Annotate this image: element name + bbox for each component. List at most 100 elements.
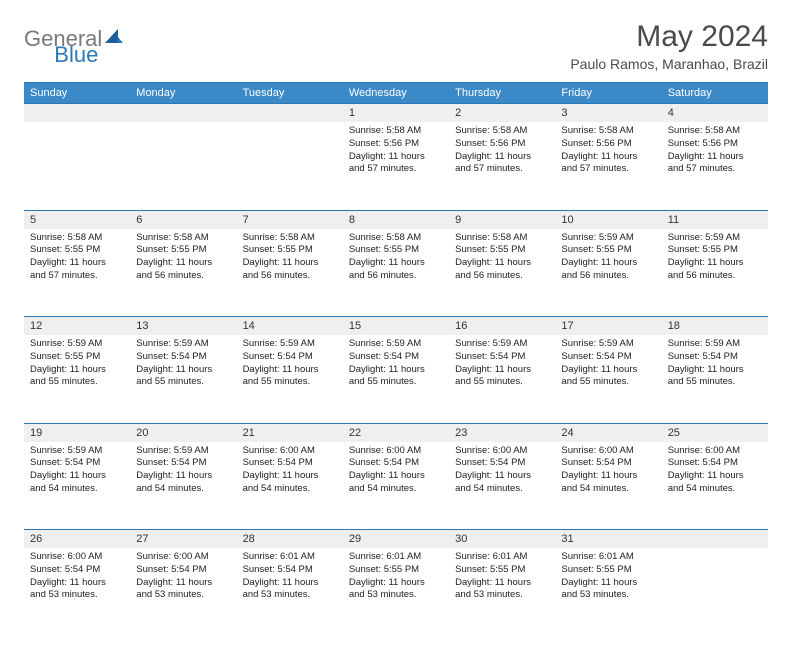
sunset-line: Sunset: 5:56 PM	[455, 138, 549, 151]
day-details: Sunrise: 5:58 AMSunset: 5:56 PMDaylight:…	[555, 122, 661, 182]
sunset-line: Sunset: 5:56 PM	[668, 138, 762, 151]
sunset-line: Sunset: 5:54 PM	[243, 564, 337, 577]
day-cell: Sunrise: 5:59 AMSunset: 5:54 PMDaylight:…	[237, 335, 343, 423]
sunrise-line: Sunrise: 5:59 AM	[561, 338, 655, 351]
day-number: 19	[24, 424, 130, 442]
day-number: 27	[130, 530, 236, 548]
sunrise-line: Sunrise: 5:58 AM	[349, 232, 443, 245]
sunrise-line: Sunrise: 6:01 AM	[455, 551, 549, 564]
day-number: 26	[24, 530, 130, 548]
day-cell: Sunrise: 5:58 AMSunset: 5:55 PMDaylight:…	[237, 229, 343, 317]
day-number: 18	[662, 317, 768, 335]
sunset-line: Sunset: 5:54 PM	[30, 457, 124, 470]
daylight-line: Daylight: 11 hours and 53 minutes.	[30, 577, 124, 603]
day-number: 3	[555, 104, 661, 122]
day-details: Sunrise: 5:58 AMSunset: 5:55 PMDaylight:…	[343, 229, 449, 289]
day-cell: Sunrise: 5:59 AMSunset: 5:54 PMDaylight:…	[130, 335, 236, 423]
header: General Blue May 2024 Paulo Ramos, Maran…	[24, 20, 768, 72]
daylight-line: Daylight: 11 hours and 56 minutes.	[243, 257, 337, 283]
daylight-line: Daylight: 11 hours and 54 minutes.	[455, 470, 549, 496]
logo-text-2: Blue	[54, 42, 98, 68]
day-cell: Sunrise: 5:58 AMSunset: 5:55 PMDaylight:…	[130, 229, 236, 317]
day-number: 22	[343, 424, 449, 442]
day-cell: Sunrise: 6:00 AMSunset: 5:54 PMDaylight:…	[24, 548, 130, 636]
day-details: Sunrise: 6:01 AMSunset: 5:55 PMDaylight:…	[343, 548, 449, 608]
day-details: Sunrise: 6:00 AMSunset: 5:54 PMDaylight:…	[130, 548, 236, 608]
day-details: Sunrise: 5:59 AMSunset: 5:54 PMDaylight:…	[237, 335, 343, 395]
sunset-line: Sunset: 5:55 PM	[455, 564, 549, 577]
sunrise-line: Sunrise: 6:00 AM	[136, 551, 230, 564]
sunrise-line: Sunrise: 5:58 AM	[349, 125, 443, 138]
sunset-line: Sunset: 5:55 PM	[136, 244, 230, 257]
day-cell: Sunrise: 6:00 AMSunset: 5:54 PMDaylight:…	[237, 442, 343, 530]
day-cell: Sunrise: 6:00 AMSunset: 5:54 PMDaylight:…	[130, 548, 236, 636]
day-cell: Sunrise: 5:58 AMSunset: 5:55 PMDaylight:…	[449, 229, 555, 317]
day-number: 15	[343, 317, 449, 335]
sunrise-line: Sunrise: 6:00 AM	[30, 551, 124, 564]
daylight-line: Daylight: 11 hours and 57 minutes.	[668, 151, 762, 177]
sunset-line: Sunset: 5:55 PM	[561, 564, 655, 577]
week-row: Sunrise: 5:58 AMSunset: 5:55 PMDaylight:…	[24, 229, 768, 317]
sunset-line: Sunset: 5:54 PM	[136, 457, 230, 470]
day-number	[237, 104, 343, 110]
sunset-line: Sunset: 5:54 PM	[136, 351, 230, 364]
day-cell	[24, 122, 130, 210]
day-cell: Sunrise: 5:58 AMSunset: 5:56 PMDaylight:…	[449, 122, 555, 210]
sunset-line: Sunset: 5:55 PM	[30, 244, 124, 257]
sunrise-line: Sunrise: 5:59 AM	[30, 338, 124, 351]
daylight-line: Daylight: 11 hours and 53 minutes.	[243, 577, 337, 603]
day-number: 28	[237, 530, 343, 548]
weekday-header: Saturday	[662, 83, 768, 104]
sunset-line: Sunset: 5:55 PM	[561, 244, 655, 257]
day-details: Sunrise: 5:59 AMSunset: 5:54 PMDaylight:…	[449, 335, 555, 395]
daylight-line: Daylight: 11 hours and 57 minutes.	[561, 151, 655, 177]
daylight-line: Daylight: 11 hours and 56 minutes.	[455, 257, 549, 283]
day-details: Sunrise: 6:00 AMSunset: 5:54 PMDaylight:…	[237, 442, 343, 502]
day-cell: Sunrise: 6:01 AMSunset: 5:54 PMDaylight:…	[237, 548, 343, 636]
week-row: Sunrise: 6:00 AMSunset: 5:54 PMDaylight:…	[24, 548, 768, 636]
week-row: Sunrise: 5:59 AMSunset: 5:54 PMDaylight:…	[24, 442, 768, 530]
day-cell: Sunrise: 5:59 AMSunset: 5:54 PMDaylight:…	[449, 335, 555, 423]
day-cell: Sunrise: 6:01 AMSunset: 5:55 PMDaylight:…	[343, 548, 449, 636]
weekday-header: Thursday	[449, 83, 555, 104]
day-number	[24, 104, 130, 110]
sunset-line: Sunset: 5:55 PM	[455, 244, 549, 257]
location-subtitle: Paulo Ramos, Maranhao, Brazil	[570, 56, 768, 72]
day-details: Sunrise: 6:00 AMSunset: 5:54 PMDaylight:…	[449, 442, 555, 502]
day-number: 10	[555, 211, 661, 229]
day-cell	[130, 122, 236, 210]
day-number: 24	[555, 424, 661, 442]
day-details: Sunrise: 6:00 AMSunset: 5:54 PMDaylight:…	[343, 442, 449, 502]
day-cell: Sunrise: 6:00 AMSunset: 5:54 PMDaylight:…	[449, 442, 555, 530]
day-details: Sunrise: 5:59 AMSunset: 5:54 PMDaylight:…	[662, 335, 768, 395]
daylight-line: Daylight: 11 hours and 57 minutes.	[455, 151, 549, 177]
day-number-row: 19202122232425	[24, 423, 768, 442]
day-details: Sunrise: 6:01 AMSunset: 5:54 PMDaylight:…	[237, 548, 343, 608]
sunrise-line: Sunrise: 6:00 AM	[455, 445, 549, 458]
day-details: Sunrise: 5:59 AMSunset: 5:54 PMDaylight:…	[130, 442, 236, 502]
day-cell: Sunrise: 5:59 AMSunset: 5:55 PMDaylight:…	[24, 335, 130, 423]
day-number: 21	[237, 424, 343, 442]
weekday-header: Sunday	[24, 83, 130, 104]
sunset-line: Sunset: 5:54 PM	[349, 351, 443, 364]
day-details: Sunrise: 5:58 AMSunset: 5:55 PMDaylight:…	[130, 229, 236, 289]
weekday-header: Monday	[130, 83, 236, 104]
day-number: 31	[555, 530, 661, 548]
day-details: Sunrise: 5:58 AMSunset: 5:56 PMDaylight:…	[343, 122, 449, 182]
logo: General Blue	[24, 20, 98, 52]
sunrise-line: Sunrise: 5:59 AM	[136, 338, 230, 351]
day-cell: Sunrise: 5:58 AMSunset: 5:56 PMDaylight:…	[343, 122, 449, 210]
day-cell: Sunrise: 5:59 AMSunset: 5:54 PMDaylight:…	[24, 442, 130, 530]
day-number: 12	[24, 317, 130, 335]
day-details: Sunrise: 5:59 AMSunset: 5:54 PMDaylight:…	[130, 335, 236, 395]
sunrise-line: Sunrise: 5:58 AM	[136, 232, 230, 245]
sunset-line: Sunset: 5:54 PM	[668, 351, 762, 364]
daylight-line: Daylight: 11 hours and 53 minutes.	[561, 577, 655, 603]
day-number: 2	[449, 104, 555, 122]
logo-sail-icon	[104, 27, 124, 52]
sunrise-line: Sunrise: 6:01 AM	[561, 551, 655, 564]
daylight-line: Daylight: 11 hours and 56 minutes.	[136, 257, 230, 283]
week-row: Sunrise: 5:58 AMSunset: 5:56 PMDaylight:…	[24, 122, 768, 210]
day-number: 17	[555, 317, 661, 335]
weekday-header: Wednesday	[343, 83, 449, 104]
